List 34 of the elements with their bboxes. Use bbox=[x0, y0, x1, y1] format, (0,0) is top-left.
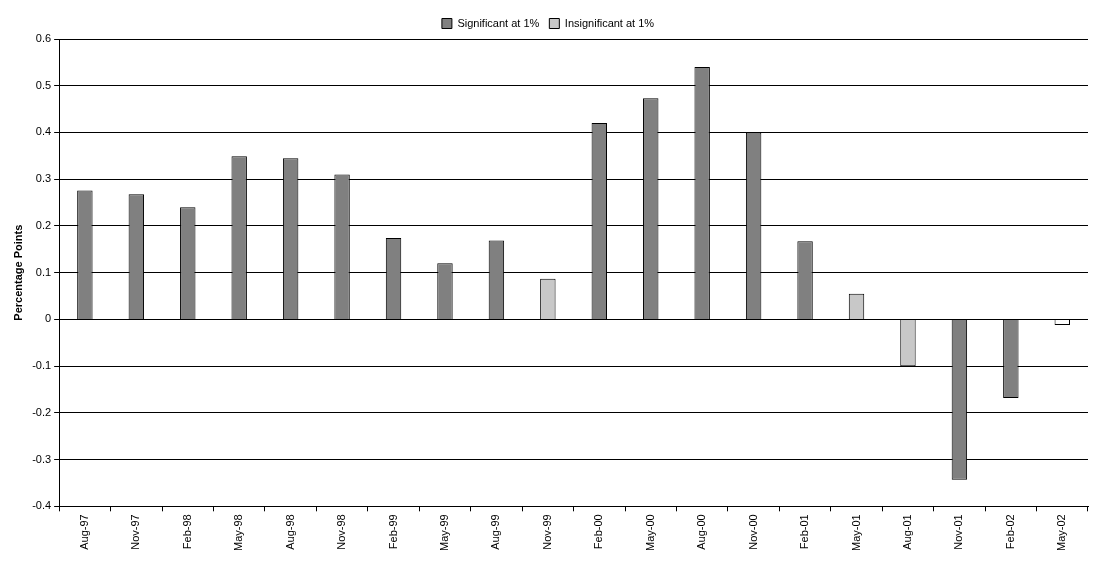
x-tick-label: May-00 bbox=[643, 514, 656, 552]
legend-label: Insignificant at 1% bbox=[564, 16, 655, 29]
x-tick-label: Feb-02 bbox=[1003, 514, 1016, 550]
x-tick-label: Feb-98 bbox=[180, 514, 193, 550]
y-tick-label: -0.4 bbox=[32, 499, 52, 512]
x-tick-label: Nov-99 bbox=[540, 514, 553, 550]
x-tick-label: Nov-97 bbox=[129, 514, 142, 550]
x-tick-label: May-02 bbox=[1055, 514, 1068, 552]
x-tick-label: Aug-97 bbox=[77, 514, 90, 550]
y-tick-label: -0.3 bbox=[32, 452, 52, 465]
x-tick-label: Nov-98 bbox=[335, 514, 348, 550]
x-tick-label: Feb-00 bbox=[592, 514, 605, 550]
x-tick-label: Nov-00 bbox=[746, 514, 759, 550]
x-tick-label: Feb-99 bbox=[386, 514, 399, 550]
y-tick-label: 0.5 bbox=[35, 78, 52, 91]
x-tick-label: Nov-01 bbox=[952, 514, 965, 550]
x-tick-label: Feb-01 bbox=[798, 514, 811, 550]
x-tick-label: May-98 bbox=[232, 514, 245, 552]
y-tick-label: 0.1 bbox=[35, 265, 52, 278]
x-tick-label: May-99 bbox=[438, 514, 450, 552]
y-tick-label: -0.2 bbox=[32, 405, 52, 418]
y-tick-label: 0 bbox=[45, 312, 52, 325]
x-tick-label: May-01 bbox=[849, 514, 862, 552]
y-axis-title: Percentage Points bbox=[11, 224, 24, 321]
x-tick-label: Aug-98 bbox=[283, 514, 296, 550]
y-tick-label: 0.4 bbox=[35, 125, 52, 138]
y-tick-label: 0.3 bbox=[35, 172, 52, 185]
y-tick-label: -0.1 bbox=[32, 359, 52, 372]
legend-label: Significant at 1% bbox=[457, 16, 540, 29]
x-tick-label: Aug-00 bbox=[695, 514, 708, 550]
y-tick-label: 0.2 bbox=[35, 218, 52, 231]
x-tick-label: Aug-99 bbox=[489, 514, 502, 550]
y-tick-label: 0.6 bbox=[35, 32, 52, 45]
x-tick-label: Aug-01 bbox=[900, 514, 913, 550]
